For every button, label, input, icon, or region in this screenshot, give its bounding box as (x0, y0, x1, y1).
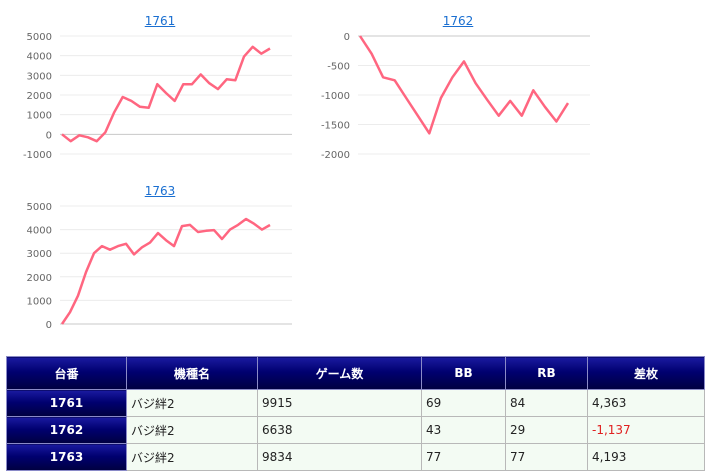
y-tick-label: 1000 (27, 296, 52, 307)
y-tick-label: -1000 (321, 91, 350, 102)
header-game-count: ゲーム数 (257, 356, 422, 390)
y-tick-label: -1000 (23, 150, 52, 161)
series-line (61, 45, 271, 143)
game-count-cell: 6638 (257, 416, 422, 444)
y-tick-label: 3000 (27, 249, 52, 260)
machine-name-cell: バジ絆2 (126, 416, 258, 444)
y-tick-label: 0 (46, 130, 52, 141)
machine-name-cell: バジ絆2 (126, 389, 258, 417)
y-tick-label: 2000 (27, 91, 52, 102)
difference-cell: 4,193 (587, 443, 705, 471)
y-tick-label: 1000 (27, 111, 52, 122)
y-tick-label: 4000 (27, 52, 52, 63)
y-tick-label: 5000 (27, 32, 52, 43)
y-tick-label: -1500 (321, 121, 350, 132)
header-machine-name: 機種名 (126, 356, 258, 390)
y-tick-label: 3000 (27, 71, 52, 82)
bb-cell: 43 (421, 416, 506, 444)
bb-cell: 77 (421, 443, 506, 471)
rb-cell: 77 (505, 443, 588, 471)
chart-1762: 1762 -2000 -1500 -1000 -500 0 (318, 14, 598, 164)
header-rb: RB (505, 356, 588, 390)
rb-cell: 84 (505, 389, 588, 417)
line-chart-1761: -1000 0 1000 2000 3000 4000 5000 (23, 32, 292, 161)
y-tick-label: -2000 (321, 150, 350, 161)
game-count-cell: 9915 (257, 389, 422, 417)
y-tick-label: 4000 (27, 226, 52, 237)
y-tick-label: -500 (327, 62, 350, 73)
chart-1763: 1763 0 1000 2000 3000 4000 5000 (20, 184, 300, 334)
table-header-row: 台番 機種名 ゲーム数 BB RB 差枚 (6, 356, 705, 390)
series-line (358, 35, 570, 135)
chart-title-link-1762[interactable]: 1762 (442, 14, 474, 28)
line-chart-1762: -2000 -1500 -1000 -500 0 (321, 32, 590, 161)
table-row: 1763 バジ絆2 9834 77 77 4,193 (6, 443, 705, 471)
y-tick-label: 2000 (27, 273, 52, 284)
machine-name-cell: バジ絆2 (126, 443, 258, 471)
chart-title-link-1763[interactable]: 1763 (144, 184, 176, 198)
y-tick-label: 0 (46, 320, 52, 331)
game-count-cell: 9834 (257, 443, 422, 471)
bb-cell: 69 (421, 389, 506, 417)
header-unit-number: 台番 (6, 356, 127, 390)
header-difference: 差枚 (587, 356, 705, 390)
header-bb: BB (421, 356, 506, 390)
y-tick-label: 0 (344, 32, 350, 43)
unit-number-cell: 1763 (6, 443, 127, 471)
table-row: 1761 バジ絆2 9915 69 84 4,363 (6, 389, 705, 417)
table-row: 1762 バジ絆2 6638 43 29 -1,137 (6, 416, 705, 444)
chart-1761: 1761 -1000 0 1000 2000 3000 4000 5000 (20, 14, 300, 164)
difference-cell: -1,137 (587, 416, 705, 444)
series-line (60, 217, 271, 325)
line-chart-1763: 0 1000 2000 3000 4000 5000 (27, 202, 292, 331)
difference-cell: 4,363 (587, 389, 705, 417)
y-tick-label: 5000 (27, 202, 52, 213)
unit-number-cell: 1762 (6, 416, 127, 444)
results-table: 台番 機種名 ゲーム数 BB RB 差枚 1761 バジ絆2 9915 69 8… (6, 356, 705, 471)
chart-title-link-1761[interactable]: 1761 (144, 14, 176, 28)
unit-number-cell: 1761 (6, 389, 127, 417)
rb-cell: 29 (505, 416, 588, 444)
